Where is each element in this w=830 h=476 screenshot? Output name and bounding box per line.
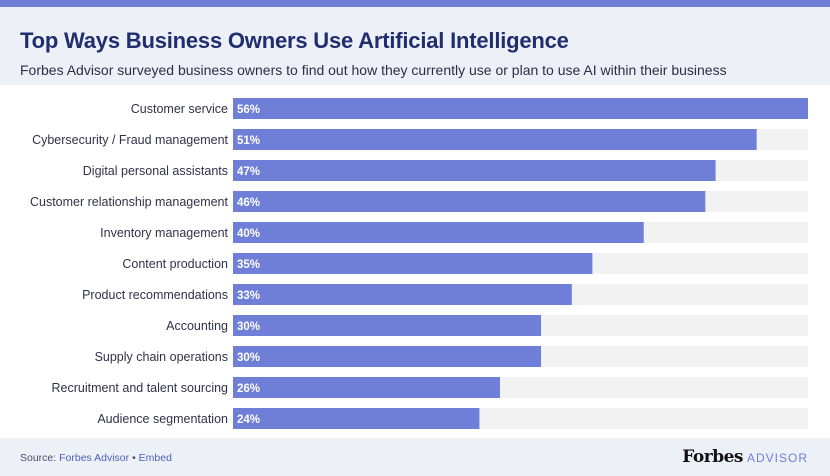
bar-chart: Customer service 56% Cybersecurity / Fraud… xyxy=(30,98,808,429)
value-label: 51% xyxy=(237,135,260,147)
source-link[interactable]: Forbes Advisor xyxy=(59,452,130,464)
category-label: Inventory management xyxy=(100,226,228,240)
embed-link[interactable]: Embed xyxy=(138,452,172,464)
value-label: 35% xyxy=(237,259,260,271)
category-label: Recruitment and talent sourcing xyxy=(52,381,229,395)
bar xyxy=(233,129,757,150)
value-label: 30% xyxy=(237,352,260,364)
bar xyxy=(233,253,593,274)
category-label: Cybersecurity / Fraud management xyxy=(32,133,228,147)
accent-bar xyxy=(0,0,830,7)
value-label: 47% xyxy=(237,166,260,178)
category-label: Customer service xyxy=(131,102,228,116)
source-line: Source: Forbes Advisor • Embed xyxy=(20,452,172,464)
category-label: Accounting xyxy=(166,319,228,333)
bar xyxy=(233,98,808,119)
chart-header: Top Ways Business Owners Use Artificial … xyxy=(0,7,830,85)
value-label: 24% xyxy=(237,414,260,426)
category-label: Audience segmentation xyxy=(97,412,228,426)
category-label: Digital personal assistants xyxy=(83,164,228,178)
value-label: 33% xyxy=(237,290,260,302)
value-label: 26% xyxy=(237,383,260,395)
chart-footer: Source: Forbes Advisor • Embed Forbes ADV… xyxy=(0,438,830,476)
bar xyxy=(233,160,716,181)
value-label: 56% xyxy=(237,104,260,116)
forbes-advisor-logo[interactable]: Forbes ADVISOR xyxy=(682,447,808,467)
bar xyxy=(233,284,572,305)
brand-suffix: ADVISOR xyxy=(746,451,808,465)
chart-title: Top Ways Business Owners Use Artificial … xyxy=(20,28,569,53)
category-label: Content production xyxy=(122,257,228,271)
bar xyxy=(233,222,644,243)
bar xyxy=(233,315,542,336)
value-label: 30% xyxy=(237,321,260,333)
value-label: 40% xyxy=(237,228,260,240)
bar xyxy=(233,191,706,212)
source-separator: • xyxy=(132,452,136,464)
bar xyxy=(233,377,500,398)
value-label: 46% xyxy=(237,197,260,209)
source-prefix: Source: xyxy=(20,452,57,464)
category-label: Supply chain operations xyxy=(95,350,228,364)
category-label: Customer relationship management xyxy=(30,195,229,209)
chart-subtitle: Forbes Advisor surveyed business owners … xyxy=(20,62,727,78)
bar xyxy=(233,408,480,429)
bar xyxy=(233,346,542,367)
category-label: Product recommendations xyxy=(82,288,228,302)
brand-name: Forbes xyxy=(682,447,743,467)
